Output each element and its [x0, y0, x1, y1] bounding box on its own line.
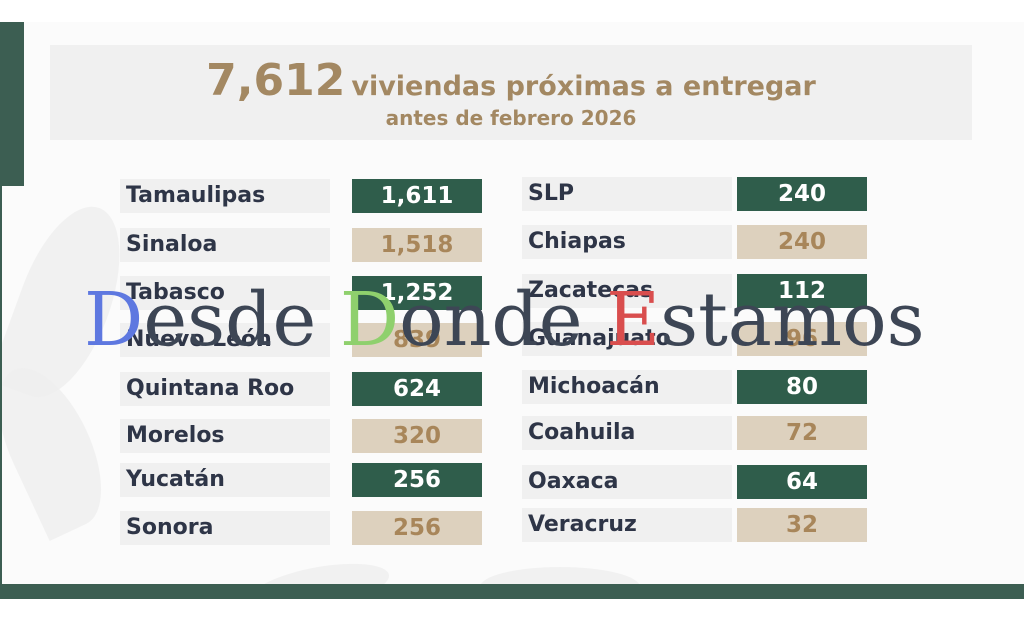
state-value: 1,611: [352, 179, 482, 213]
state-name: Chiapas: [522, 225, 732, 259]
state-name: Zacatecas: [522, 274, 732, 308]
state-value: 1,252: [352, 276, 482, 310]
watermark-text: stamos: [660, 277, 925, 363]
headline-text: viviendas próximas a entregar: [351, 71, 816, 102]
watermark-text: onde: [399, 277, 607, 363]
state-value: 256: [352, 511, 482, 545]
state-value: 64: [737, 465, 867, 499]
state-name: Guanajuato: [522, 322, 732, 356]
total-count: 7,612: [206, 55, 346, 106]
state-name: Tabasco: [120, 276, 330, 310]
frame-left-line: [0, 186, 2, 584]
state-value: 240: [737, 225, 867, 259]
state-name: Sinaloa: [120, 228, 330, 262]
state-value: 96: [737, 322, 867, 356]
state-value: 32: [737, 508, 867, 542]
state-name: SLP: [522, 177, 732, 211]
state-name: Coahuila: [522, 416, 732, 450]
subtitle: antes de febrero 2026: [385, 106, 637, 130]
state-name: Veracruz: [522, 508, 732, 542]
frame-bottom-bar: [0, 584, 1024, 599]
state-value: 112: [737, 274, 867, 308]
state-name: Sonora: [120, 511, 330, 545]
state-value: 240: [737, 177, 867, 211]
state-value: 80: [737, 370, 867, 404]
state-name: Yucatán: [120, 463, 330, 497]
state-name: Tamaulipas: [120, 179, 330, 213]
state-name: Quintana Roo: [120, 372, 330, 406]
headline: 7,612 viviendas próximas a entregar: [50, 55, 972, 106]
watermark-letter: D: [84, 277, 144, 363]
state-value: 72: [737, 416, 867, 450]
state-name: Nuevo León: [120, 323, 330, 357]
state-value: 256: [352, 463, 482, 497]
frame-accent-bar: [0, 22, 24, 186]
state-name: Michoacán: [522, 370, 732, 404]
state-value: 1,518: [352, 228, 482, 262]
state-value: 839: [352, 323, 482, 357]
state-name: Oaxaca: [522, 465, 732, 499]
watermark-text: esde: [143, 277, 340, 363]
state-value: 320: [352, 419, 482, 453]
watermark-letter: D: [339, 277, 400, 363]
state-name: Morelos: [120, 419, 330, 453]
watermark-letter: E: [606, 277, 661, 363]
watermark-overlay: Desde Donde Estamos: [84, 278, 925, 362]
header-banner: 7,612 viviendas próximas a entregar antes…: [50, 45, 972, 140]
state-value: 624: [352, 372, 482, 406]
